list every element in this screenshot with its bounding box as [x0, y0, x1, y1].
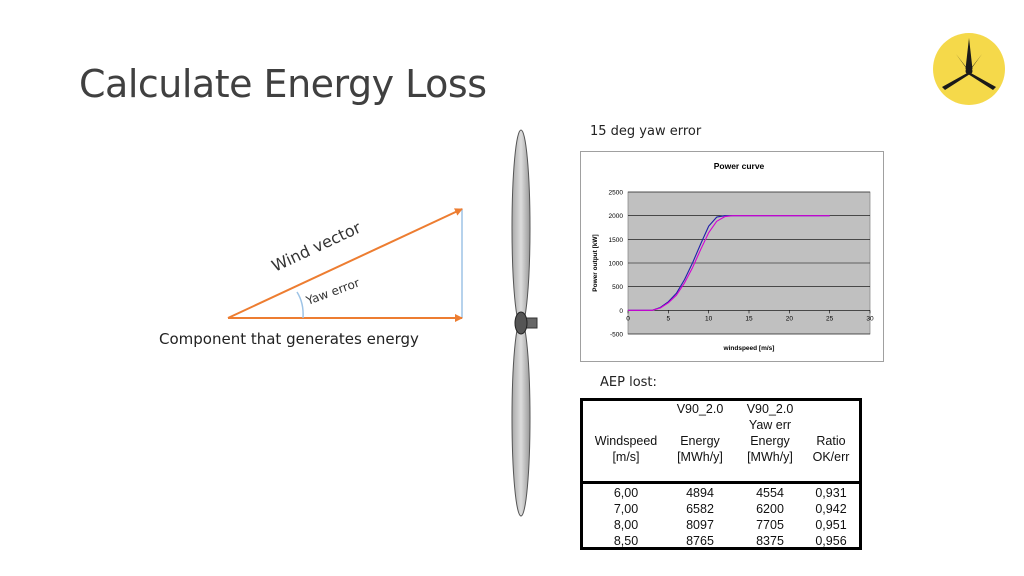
aep-cell: 8,50 — [613, 534, 639, 548]
x-tick-label: 5 — [667, 315, 671, 322]
aep-cell: 8375 — [756, 534, 784, 548]
yaw-error-label: Yaw error — [303, 276, 361, 309]
aep-column-values: 0,931 0,942 0,951 0,956 — [805, 485, 857, 549]
aep-cell: 4894 — [686, 486, 714, 500]
aep-column-values: 4894 6582 8097 8765 — [667, 485, 733, 549]
aep-table: Windspeed [m/s] 6,00 7,00 8,00 8,50 V90_2.0 Ene… — [580, 398, 862, 550]
wind-vector-label: Wind vector — [269, 218, 364, 276]
aep-cell: 8765 — [686, 534, 714, 548]
aep-column-values: 6,00 7,00 8,00 8,50 — [587, 485, 665, 549]
y-axis-label: Power output [kW] — [592, 234, 599, 291]
aep-table-body: Windspeed [m/s] 6,00 7,00 8,00 8,50 V90_2.0 Ene… — [583, 401, 859, 549]
aep-column-header: Ratio OK/err — [805, 401, 857, 465]
wind-vector-arrow — [227, 208, 463, 319]
x-axis-label: windspeed [m/s] — [723, 345, 775, 352]
aep-cell: 0,931 — [815, 486, 847, 500]
aep-cell: 8097 — [686, 518, 714, 532]
series-line-1 — [628, 215, 830, 311]
aep-header-line: V90_2.0 — [746, 402, 794, 416]
power-curve-svg: Power curve -500 0 500 1000 1500 2000 2500 0 5 10 1… — [592, 161, 874, 352]
aep-cell: 7,00 — [613, 502, 639, 516]
aep-header-line — [587, 417, 665, 433]
y-tick-label: 500 — [612, 284, 623, 291]
y-tick-label: 2500 — [609, 190, 624, 197]
aep-cell: 8,00 — [613, 518, 639, 532]
aep-cell: 6200 — [756, 502, 784, 516]
x-tick-label: 25 — [826, 315, 834, 322]
aep-cell: 0,956 — [815, 534, 847, 548]
aep-cell: 7705 — [756, 518, 784, 532]
aep-cell: 4554 — [756, 486, 784, 500]
aep-header-line: [m/s] — [612, 450, 640, 464]
aep-column-header: Windspeed [m/s] — [587, 401, 665, 465]
aep-header-line: [MWh/y] — [677, 450, 723, 464]
aep-header-line: Ratio — [816, 434, 846, 448]
aep-header-line — [667, 417, 733, 433]
x-tick-label: 0 — [626, 315, 630, 322]
aep-header-line: [MWh/y] — [747, 450, 793, 464]
aep-header-line: OK/err — [812, 450, 850, 464]
aep-header-line: Windspeed — [594, 434, 658, 448]
aep-header-line — [587, 401, 665, 417]
aep-cell: 6,00 — [613, 486, 639, 500]
aep-column-header: V90_2.0 Energy [MWh/y] — [667, 401, 733, 465]
aep-cell: 6582 — [686, 502, 714, 516]
aep-header-line: Energy — [750, 434, 790, 448]
chart-caption: 15 deg yaw error — [590, 124, 702, 139]
y-tick-label: 2000 — [609, 213, 624, 220]
aep-header-line: V90_2.0 — [676, 402, 724, 416]
turbine-rotor-illustration — [511, 129, 538, 517]
x-tick-label: 15 — [745, 315, 753, 322]
y-tick-label: 0 — [619, 308, 623, 315]
y-tick-label: 1500 — [609, 237, 624, 244]
aep-header-line: Yaw err — [748, 418, 792, 432]
chart-title: Power curve — [714, 161, 765, 171]
aep-header-line: Energy — [680, 434, 720, 448]
x-tick-label: 20 — [786, 315, 794, 322]
aep-caption: AEP lost: — [600, 375, 657, 390]
x-tick-label: 10 — [705, 315, 713, 322]
aep-column-header: V90_2.0 Yaw err Energy [MWh/y] — [737, 401, 803, 465]
power-curve-chart: Power curve -500 0 500 1000 1500 2000 2500 0 5 10 1… — [580, 151, 884, 362]
aep-header-separator — [583, 481, 859, 484]
aep-cell: 0,951 — [815, 518, 847, 532]
y-tick-label: -500 — [610, 332, 623, 339]
slide-title: Calculate Energy Loss — [79, 62, 487, 106]
component-label: Component that generates energy — [159, 330, 419, 348]
three-blade-star-logo-icon — [933, 33, 1005, 105]
y-tick-label: 1000 — [609, 261, 624, 268]
yaw-angle-arc — [296, 291, 304, 319]
aep-cell: 0,942 — [815, 502, 847, 516]
aep-column-values: 4554 6200 7705 8375 — [737, 485, 803, 549]
aep-header-line — [805, 401, 857, 417]
x-tick-label: 30 — [866, 315, 874, 322]
aep-header-line — [805, 417, 857, 433]
